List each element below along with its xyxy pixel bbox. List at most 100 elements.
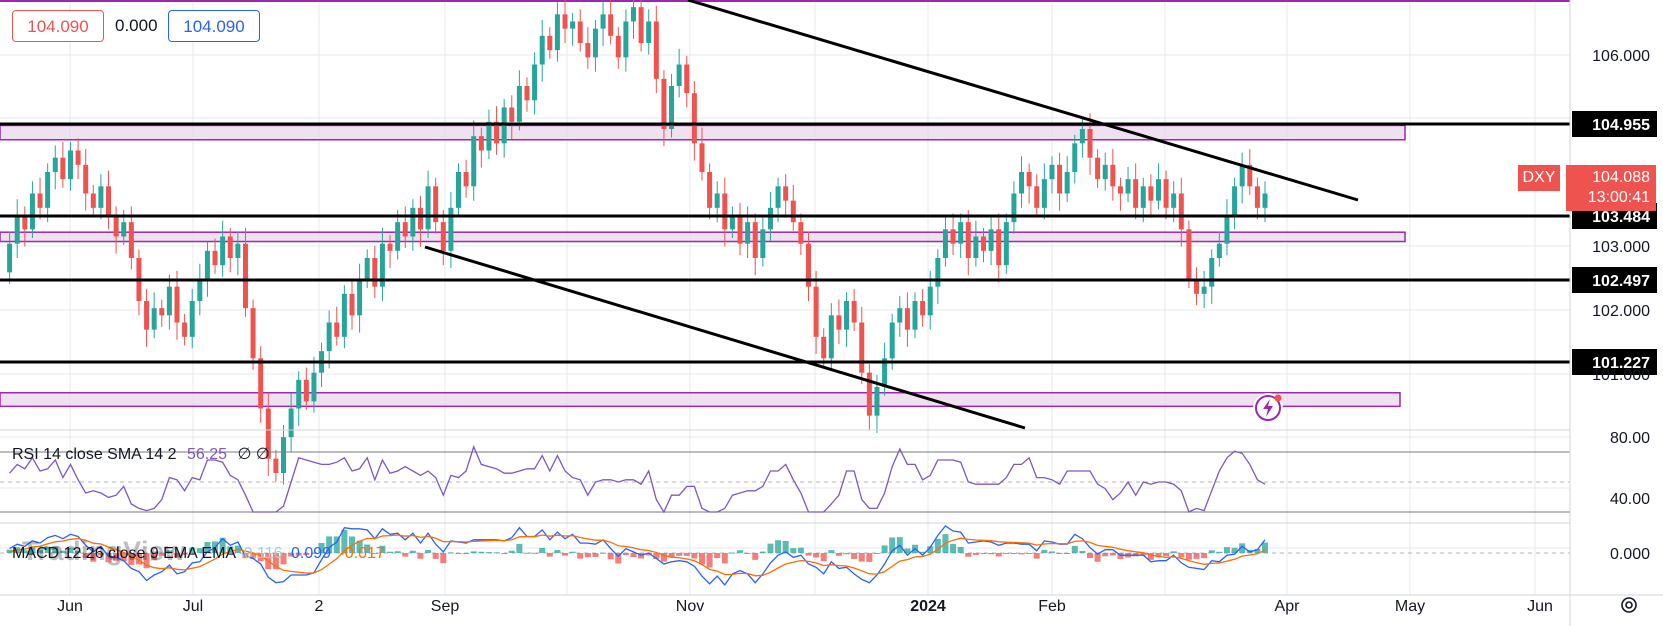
candle-body <box>942 229 948 258</box>
macd-histogram-bar <box>1185 553 1192 560</box>
candle-body <box>767 207 773 230</box>
candle-body <box>311 372 317 402</box>
candle-body <box>379 243 385 287</box>
alert-lightning-icon[interactable] <box>1253 393 1283 423</box>
candle-body <box>851 301 857 323</box>
candle-body <box>52 157 58 172</box>
macd-histogram-bar <box>204 541 211 553</box>
macd-histogram-bar <box>698 553 705 565</box>
candle-body <box>98 186 104 208</box>
price-axis-label: 101.000 <box>1592 367 1650 384</box>
macd-histogram-bar <box>90 553 97 562</box>
macd-histogram-bar <box>584 553 591 558</box>
macd-histogram-bar <box>881 545 888 553</box>
candle-body <box>220 236 226 266</box>
candle-body <box>341 293 347 337</box>
candle-body <box>882 358 888 387</box>
candle-body <box>14 215 20 244</box>
macd-histogram-bar <box>995 553 1002 557</box>
macd-label: MACD 12 26 close 9 EMA EMA <box>12 545 236 562</box>
candle-body <box>402 222 408 237</box>
macd-histogram-bar <box>600 552 607 554</box>
macd-histogram-bar <box>44 546 51 553</box>
candle-body <box>349 293 355 316</box>
settings-gear-icon[interactable] <box>1619 595 1639 615</box>
macd-histogram-bar <box>120 553 127 562</box>
macd-histogram-bar <box>828 550 835 553</box>
macd-histogram-bar <box>1170 551 1177 553</box>
macd-histogram-bar <box>813 553 820 558</box>
candle-body <box>638 7 644 43</box>
candle-body <box>707 172 713 208</box>
time-axis-label: Feb <box>1038 598 1066 615</box>
candle-body <box>509 107 515 122</box>
candle-body <box>189 301 195 337</box>
candle-body <box>669 86 675 129</box>
candle-body <box>1239 164 1245 187</box>
candle-body <box>570 21 576 29</box>
macd-legend[interactable]: MACD 12 26 close 9 EMA EMA 0.116 0.099 -… <box>12 545 385 563</box>
candle-body <box>836 315 842 330</box>
macd-histogram-bar <box>1071 545 1078 553</box>
candle-body <box>920 301 926 316</box>
macd-histogram-bar <box>326 536 333 553</box>
candle-body <box>227 236 233 258</box>
macd-histogram-bar <box>1102 553 1109 557</box>
candle-body <box>144 301 150 330</box>
macd-histogram-bar <box>1140 553 1147 556</box>
candle-body <box>516 86 522 122</box>
candle-body <box>1216 243 1222 258</box>
macd-histogram-bar <box>417 553 424 559</box>
macd-histogram-bar <box>485 552 492 554</box>
macd-histogram-bar <box>425 549 432 553</box>
candle-body <box>965 222 971 258</box>
candle-body <box>653 21 659 79</box>
candle-body <box>494 121 500 144</box>
candle-body <box>1140 186 1146 208</box>
macd-histogram-bar <box>539 547 546 553</box>
candle-body <box>608 14 614 36</box>
macd-histogram-bar <box>432 553 439 559</box>
rsi-legend[interactable]: RSI 14 close SMA 14 2 56.25 ∅ ∅ <box>12 444 270 464</box>
candle-body <box>729 215 735 230</box>
candle-body <box>7 243 13 273</box>
candle-body <box>805 243 811 287</box>
bid-price-box[interactable]: 104.090 <box>12 10 104 42</box>
level-label: 103.484 <box>1592 209 1650 226</box>
macd-histogram-bar <box>1216 551 1223 553</box>
macd-histogram-bar <box>577 553 584 559</box>
macd-histogram-bar <box>394 551 401 553</box>
candle-body <box>897 308 903 323</box>
macd-histogram-bar <box>546 553 553 557</box>
macd-histogram-bar <box>227 546 234 553</box>
macd-histogram-bar <box>371 553 378 554</box>
zone-rect <box>0 231 1406 243</box>
candle-body <box>471 136 477 187</box>
macd-histogram-bar <box>455 553 462 554</box>
macd-histogram-bar <box>97 553 104 556</box>
indicator-panes <box>0 429 1570 586</box>
bar-countdown: 13:00:41 <box>1587 189 1650 206</box>
candle-body <box>958 222 964 244</box>
level-label: 101.227 <box>1592 355 1650 372</box>
candle-body <box>813 286 819 337</box>
macd-histogram-bar <box>737 550 744 553</box>
candle-body <box>151 308 157 330</box>
rsi-extra: ∅ ∅ <box>237 446 270 463</box>
candle-body <box>1186 229 1192 280</box>
candle-body <box>387 243 393 251</box>
macd-histogram-bar <box>1163 553 1170 557</box>
macd-histogram-bar <box>569 551 576 553</box>
macd-histogram-bar <box>341 529 348 553</box>
candle-body <box>204 250 210 280</box>
ask-price-box[interactable]: 104.090 <box>168 10 260 42</box>
candlesticks <box>7 0 1268 485</box>
macd-histogram-bar <box>333 536 340 553</box>
candle-body <box>1079 129 1085 144</box>
candle-body <box>676 64 682 86</box>
candle-body <box>1148 186 1154 201</box>
macd-histogram-bar <box>873 553 880 554</box>
candle-body <box>166 286 172 316</box>
macd-histogram-bar <box>592 553 599 557</box>
